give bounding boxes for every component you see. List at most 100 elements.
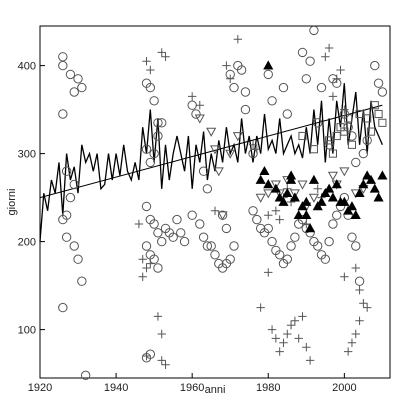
triangle-down-point (327, 171, 338, 181)
square-point (332, 131, 341, 141)
circle-point (157, 236, 167, 247)
circle-point (195, 219, 205, 229)
circle-point (145, 82, 156, 93)
plot-area (39, 25, 388, 381)
plus-point (226, 74, 235, 83)
plus-point (271, 334, 281, 343)
circle-point (221, 223, 232, 234)
triangle-down-point (297, 180, 308, 190)
circle-point (202, 241, 213, 251)
plus-point (359, 299, 368, 308)
plus-point (351, 329, 360, 339)
circle-point (297, 47, 308, 58)
circle-point (187, 100, 197, 110)
circle-point (179, 236, 190, 247)
circle-point (58, 60, 68, 71)
circle-point (206, 241, 216, 251)
plus-point (290, 316, 300, 325)
triangle-up-point (274, 192, 285, 202)
y-tick-label: 400 (18, 61, 36, 73)
plus-point (286, 197, 296, 207)
plus-point (305, 356, 315, 365)
circle-point (286, 241, 296, 251)
triangle-up-point (255, 174, 266, 184)
circle-point (141, 144, 152, 154)
plus-point (275, 215, 284, 224)
circle-point (274, 250, 285, 260)
circle-point (145, 157, 156, 168)
square-point (374, 109, 383, 119)
triangle-down-point (270, 180, 281, 190)
y-tick-label: 100 (18, 325, 36, 337)
circle-point (373, 78, 384, 88)
y-tick-label: 200 (18, 237, 36, 249)
circle-point (153, 228, 163, 238)
circle-point (157, 118, 167, 128)
circle-point (176, 228, 186, 238)
triangle-up-point (343, 205, 354, 215)
plus-point (248, 140, 258, 149)
triangle-up-point (259, 165, 270, 176)
plus-point (142, 263, 151, 273)
circle-point (168, 232, 178, 242)
triangle-up-point (377, 170, 388, 180)
plus-point (157, 356, 166, 365)
square-point (370, 101, 379, 110)
triangle-up-point (339, 196, 350, 206)
plus-point (302, 219, 311, 229)
circle-point (77, 82, 87, 93)
circle-point (65, 69, 76, 80)
triangle-up-point (358, 179, 369, 189)
plus-point (210, 206, 220, 215)
plus-point (313, 184, 322, 193)
circle-point (370, 60, 380, 71)
square-point (328, 149, 338, 158)
triangle-up-point (350, 209, 361, 220)
circle-point (69, 87, 79, 97)
y-axis-title: giorni (6, 189, 18, 216)
square-point (298, 131, 307, 141)
triangle-down-point (339, 167, 350, 177)
triangle-up-point (316, 196, 327, 206)
triangle-down-point (213, 167, 224, 177)
circle-point (267, 96, 277, 106)
plus-point (264, 211, 273, 220)
plus-point (195, 101, 204, 110)
circle-point (282, 254, 292, 264)
circle-point (252, 214, 262, 225)
triangle-up-point (312, 201, 323, 211)
plus-point (324, 43, 334, 53)
circle-point (191, 109, 201, 119)
circle-point (58, 214, 68, 225)
plus-point (294, 334, 303, 343)
square-point (355, 109, 364, 119)
plus-point (302, 343, 311, 352)
plus-point (157, 48, 166, 57)
triangle-up-point (305, 223, 316, 233)
circle-point (332, 210, 342, 220)
circle-point (313, 241, 323, 251)
x-tick-label: 1960 (180, 382, 204, 394)
triangle-down-point (308, 193, 319, 203)
circle-point (362, 135, 372, 146)
plus-point (142, 57, 151, 66)
square-point (309, 145, 318, 154)
plus-point (286, 321, 296, 330)
circle-point (229, 82, 239, 93)
y-axis: 100 200 300 400 (18, 61, 45, 337)
triangle-up-point (365, 174, 377, 184)
circle-point (225, 254, 235, 264)
plus-point (355, 316, 364, 325)
x-tick-label: 1940 (104, 382, 128, 394)
circle-point (61, 232, 72, 242)
triangle-up-point (278, 196, 289, 206)
plus-point (283, 329, 292, 339)
triangle-up-point (346, 201, 358, 211)
circle-point (267, 236, 277, 247)
x-axis-title: anni (205, 384, 226, 396)
triangle-up-point (263, 60, 274, 70)
triangle-up-point (286, 170, 297, 180)
circle-point (301, 74, 312, 84)
circle-point (149, 148, 159, 159)
